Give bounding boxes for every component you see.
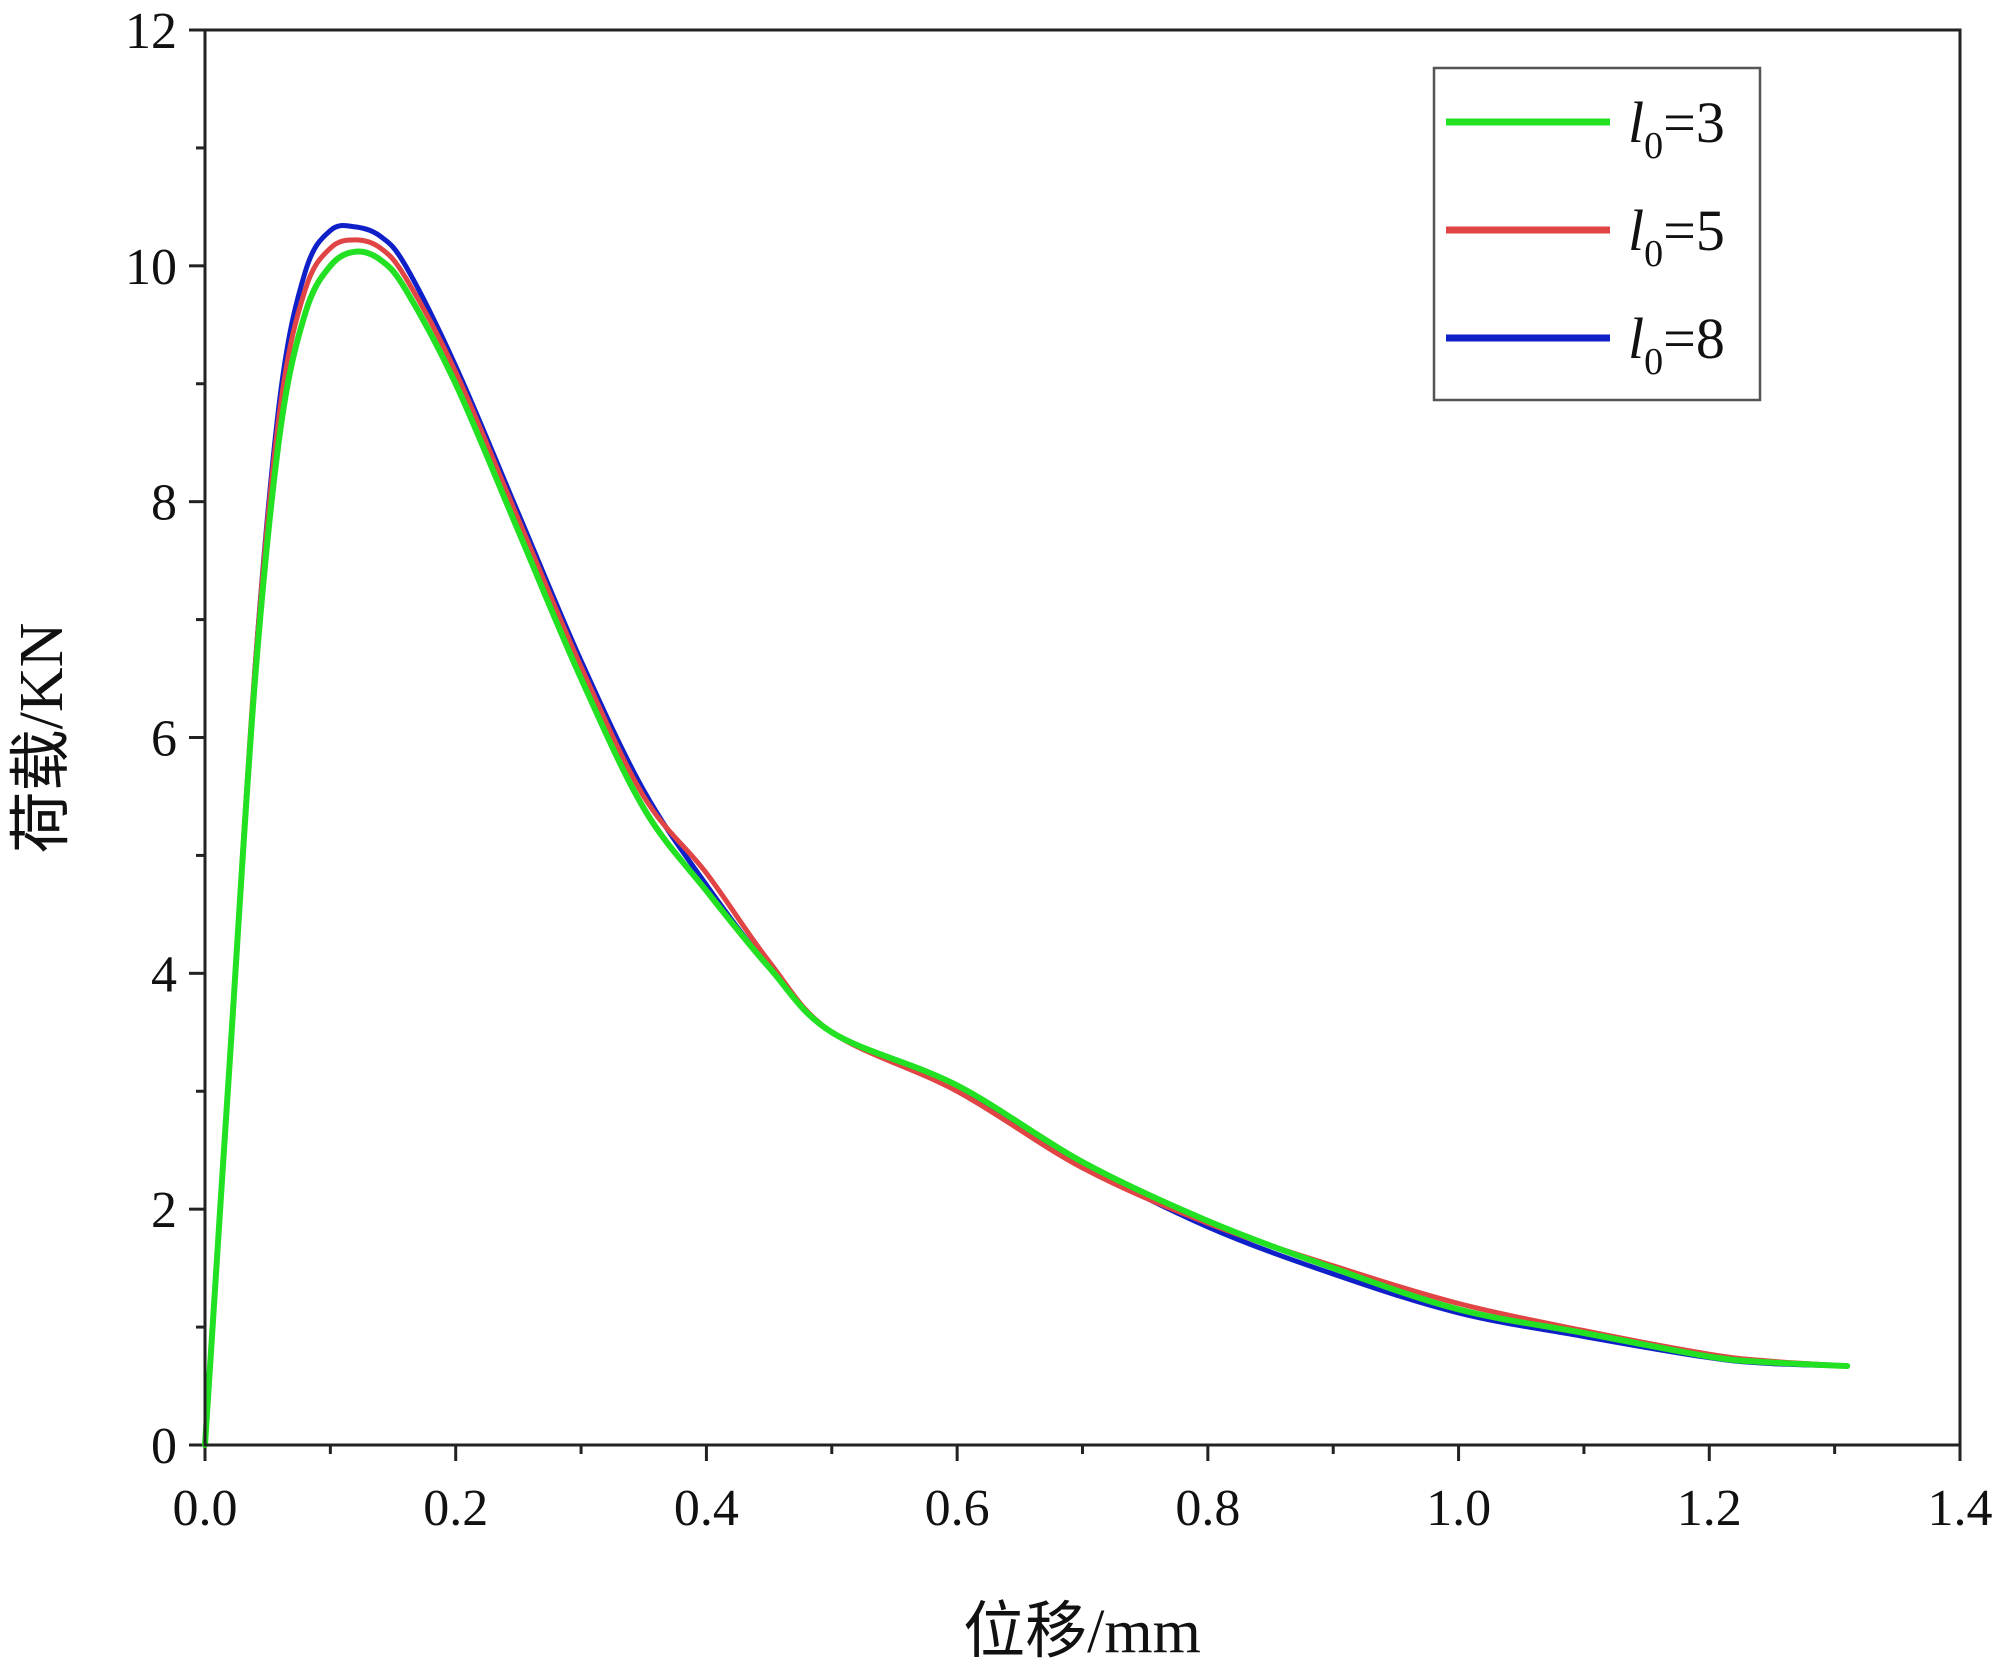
x-tick-label: 0.6	[925, 1480, 990, 1537]
x-tick-label: 0.4	[674, 1480, 739, 1537]
series-line-1	[202, 248, 1851, 1448]
x-tick-label: 1.4	[1928, 1480, 1993, 1537]
x-tick-label: 1.0	[1426, 1480, 1491, 1537]
y-tick-label: 12	[125, 3, 177, 60]
y-tick-label: 6	[151, 711, 177, 768]
legend-label: l0=5	[1628, 198, 1725, 275]
x-axis-title: 位移/mm	[963, 1598, 1201, 1662]
x-tick-label: 0.2	[423, 1480, 488, 1537]
plot-frame	[203, 28, 1962, 1447]
y-axis-ticks: 0 2 4 6 8 10 12	[125, 3, 205, 1475]
x-tick-label: 0.0	[173, 1480, 238, 1537]
y-tick-label: 2	[151, 1182, 177, 1239]
y-axis-title: 荷载/KN	[8, 623, 76, 854]
x-tick-label: 1.2	[1677, 1480, 1742, 1537]
series-line-3	[202, 223, 1850, 1448]
y-tick-label: 0	[151, 1418, 177, 1475]
y-tick-label: 8	[151, 475, 177, 532]
y-tick-label: 10	[125, 239, 177, 296]
legend: l0=3 l0=5 l0=8	[1432, 66, 1762, 402]
series-line-2	[202, 237, 1850, 1448]
series-layer	[202, 223, 1851, 1448]
legend-label: l0=8	[1628, 306, 1725, 383]
y-tick-label: 4	[151, 946, 177, 1003]
x-tick-label: 0.8	[1175, 1480, 1240, 1537]
x-axis-ticks: 0.0 0.2 0.4 0.6 0.8 1.0 1.2 1.4	[173, 1445, 1993, 1537]
legend-label: l0=3	[1628, 90, 1725, 167]
